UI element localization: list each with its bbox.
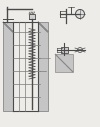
Bar <box>3 22 13 111</box>
Bar <box>61 47 68 53</box>
Bar <box>38 22 48 111</box>
Bar <box>29 14 35 19</box>
Bar <box>55 54 73 72</box>
Circle shape <box>76 10 84 19</box>
Circle shape <box>78 47 82 52</box>
